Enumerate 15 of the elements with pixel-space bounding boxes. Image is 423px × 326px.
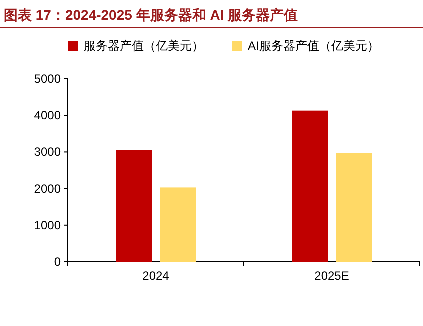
bar xyxy=(116,150,152,262)
x-tick-label: 2024 xyxy=(142,269,170,283)
legend-label: 服务器产值（亿美元） xyxy=(84,39,204,53)
bar xyxy=(292,110,328,262)
y-tick-label: 3000 xyxy=(34,145,62,160)
chart-title: 图表 17：2024-2025 年服务器和 AI 服务器产值 xyxy=(4,7,298,23)
y-tick-label: 1000 xyxy=(34,218,62,232)
x-tick-label: 2025E xyxy=(314,269,350,283)
y-tick-label: 2000 xyxy=(34,182,62,196)
bar xyxy=(160,188,196,262)
legend-label: AI服务器产值（亿美元） xyxy=(248,39,380,53)
y-tick-label: 0 xyxy=(54,255,62,269)
y-tick-label: 4000 xyxy=(34,108,62,123)
bar xyxy=(336,153,372,262)
y-tick-label: 5000 xyxy=(34,72,62,86)
